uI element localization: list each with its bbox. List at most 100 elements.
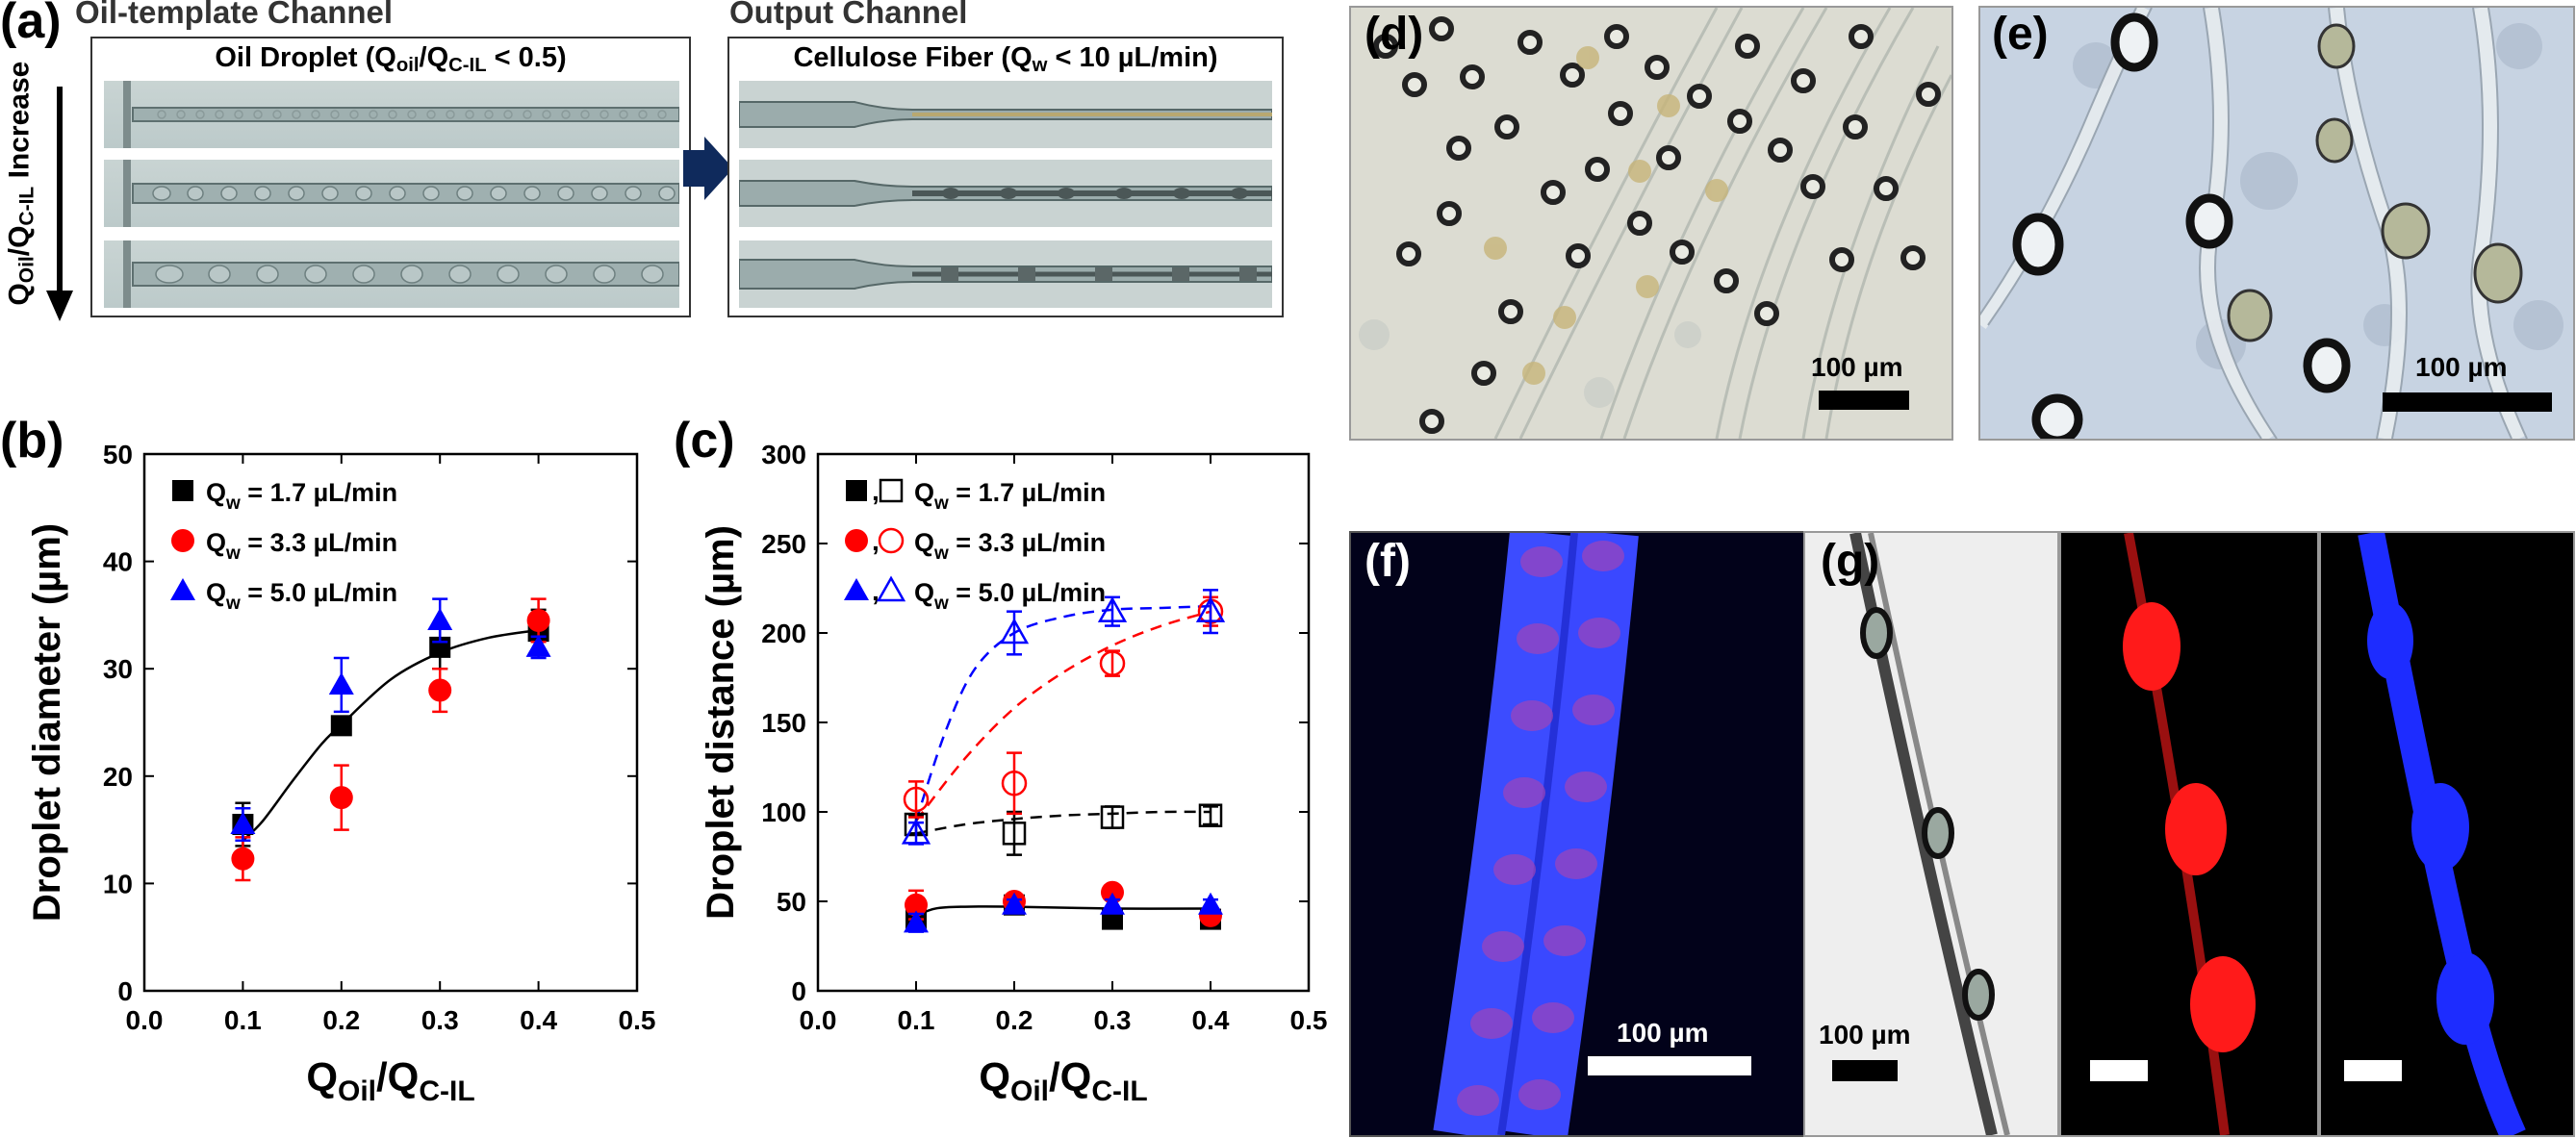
x-axis-label: QOil/QC-IL	[979, 1054, 1147, 1107]
data-point	[1001, 770, 1028, 797]
y-tick-label: 50	[103, 440, 133, 469]
legend-label: Qw = 5.0 µL/min	[914, 578, 1106, 614]
y-tick-label: 200	[761, 619, 806, 648]
data-point	[1100, 892, 1125, 915]
data-point	[329, 786, 353, 810]
x-tick-label: 0.4	[1192, 1005, 1230, 1035]
fit-curve	[914, 604, 1211, 822]
legend-label: Qw = 3.3 µL/min	[914, 528, 1106, 564]
legend-marker	[171, 529, 194, 552]
scale-label-g: 100 µm	[1819, 1020, 1911, 1049]
increase-label: QOil/QC-IL Increase	[3, 61, 38, 306]
data-point	[328, 671, 354, 695]
data-point	[901, 818, 931, 845]
y-tick-label: 20	[103, 762, 133, 792]
micrograph-g-blue-art	[2358, 533, 2526, 1135]
legend-marker	[172, 480, 193, 501]
y-tick-label: 10	[103, 869, 133, 898]
y-tick-label: 100	[761, 797, 806, 827]
x-tick-label: 0.2	[996, 1005, 1033, 1035]
data-point	[526, 608, 550, 632]
scale-label-d: 100 µm	[1811, 352, 1903, 382]
y-axis-label: Droplet distance (µm)	[700, 525, 742, 920]
panel-label-d: (d)	[1365, 9, 1424, 60]
data-point	[230, 812, 256, 835]
legend-marker	[844, 578, 869, 600]
micrograph-g-red-art	[2123, 533, 2256, 1135]
legend-marker-open	[876, 575, 906, 602]
data-point	[1100, 805, 1125, 829]
plot-frame	[142, 452, 639, 993]
data-point	[905, 893, 928, 917]
data-point	[1002, 892, 1027, 915]
cellulose-fiber-title: Cellulose Fiber (Qw < 10 µL/min)	[793, 42, 1218, 77]
increase-arrow	[46, 87, 73, 321]
data-point	[1198, 803, 1223, 827]
scale-bar-g-red	[2090, 1060, 2148, 1081]
scale-bar-d	[1819, 391, 1909, 410]
data-point	[1097, 596, 1128, 622]
x-axis-label: QOil/QC-IL	[306, 1054, 474, 1107]
x-tick-label: 0.0	[800, 1005, 837, 1035]
output-strip-1	[739, 81, 1272, 148]
fit-curve	[915, 810, 1211, 835]
y-axis-label: Droplet diameter (µm)	[26, 523, 68, 922]
chart-droplet-distance: 0.0 0.1 0.2 0.3 0.4 0.5 0 50 100 150 200 250 300 QOil…	[700, 440, 1328, 1107]
fit-curve	[915, 905, 1211, 918]
panel-label-g: (g)	[1821, 536, 1880, 587]
cellulose-fiber-box: Cellulose Fiber (Qw < 10 µL/min)	[727, 37, 1284, 317]
y-tick-label: 0	[117, 976, 133, 1006]
y-tick-label: 0	[791, 976, 806, 1006]
legend-separator: ,	[872, 476, 880, 506]
panel-label-e: (e)	[1992, 9, 2049, 60]
micrograph-d-art	[1359, 8, 1951, 439]
panel-label-b: (b)	[0, 413, 64, 468]
data-point	[999, 618, 1030, 645]
fit-curve	[242, 628, 539, 842]
oil-channel-title: Oil-template Channel	[75, 0, 394, 30]
y-tick-label: 50	[777, 887, 806, 917]
micrograph-g-red	[2059, 531, 2319, 1137]
y-tick-label: 150	[761, 708, 806, 738]
legend-label: Qw = 3.3 µL/min	[206, 528, 397, 564]
y-tick-label: 30	[103, 654, 133, 684]
data-point	[428, 678, 452, 702]
legend-label: Qw = 1.7 µL/min	[206, 478, 397, 514]
micrograph-g-blue	[2319, 531, 2575, 1137]
x-tick-label: 0.1	[224, 1005, 262, 1035]
fit-curve	[915, 610, 1211, 822]
micrograph-g-brightfield: 100 µm (g)	[1803, 531, 2059, 1137]
flow-arrow	[683, 137, 733, 200]
micrograph-d: 100 µm (d)	[1349, 6, 1953, 441]
y-tick-label: 300	[761, 440, 806, 469]
micrograph-f-art	[1433, 533, 1639, 1135]
x-tick-label: 0.3	[1094, 1005, 1132, 1035]
chart-droplet-diameter: 0.0 0.1 0.2 0.3 0.4 0.5 0 10 20 30 40 50 QOil/QC-IL D…	[26, 440, 656, 1107]
output-channel-title: Output Channel	[729, 0, 968, 30]
micrograph-e: 100 µm (e)	[1978, 6, 2575, 441]
oil-droplet-title: Oil Droplet (Qoil/QC-IL < 0.5)	[215, 42, 567, 77]
panel-label-f: (f)	[1365, 536, 1411, 587]
y-tick-label: 40	[103, 547, 133, 577]
oil-strip-1	[104, 81, 679, 148]
x-tick-label: 0.5	[1290, 1005, 1328, 1035]
legend-marker	[845, 529, 868, 552]
scale-bar-e	[2383, 392, 2552, 412]
scale-label-e: 100 µm	[2415, 352, 2508, 382]
data-point	[1195, 596, 1226, 622]
panel-label-c: (c)	[674, 413, 735, 468]
data-point	[231, 847, 255, 871]
scale-bar-f	[1588, 1056, 1751, 1075]
data-point	[1002, 822, 1027, 846]
x-tick-label: 0.0	[126, 1005, 164, 1035]
oil-strip-3	[104, 240, 679, 308]
data-point	[1101, 880, 1124, 904]
data-point	[903, 786, 930, 813]
panel-label-a: (a)	[0, 0, 62, 49]
micrograph-g-bf-art	[1849, 533, 2010, 1135]
y-tick-label: 250	[761, 529, 806, 559]
data-point	[1099, 650, 1126, 676]
x-tick-label: 0.1	[898, 1005, 935, 1035]
output-strip-3	[739, 240, 1272, 308]
x-tick-label: 0.5	[619, 1005, 656, 1035]
